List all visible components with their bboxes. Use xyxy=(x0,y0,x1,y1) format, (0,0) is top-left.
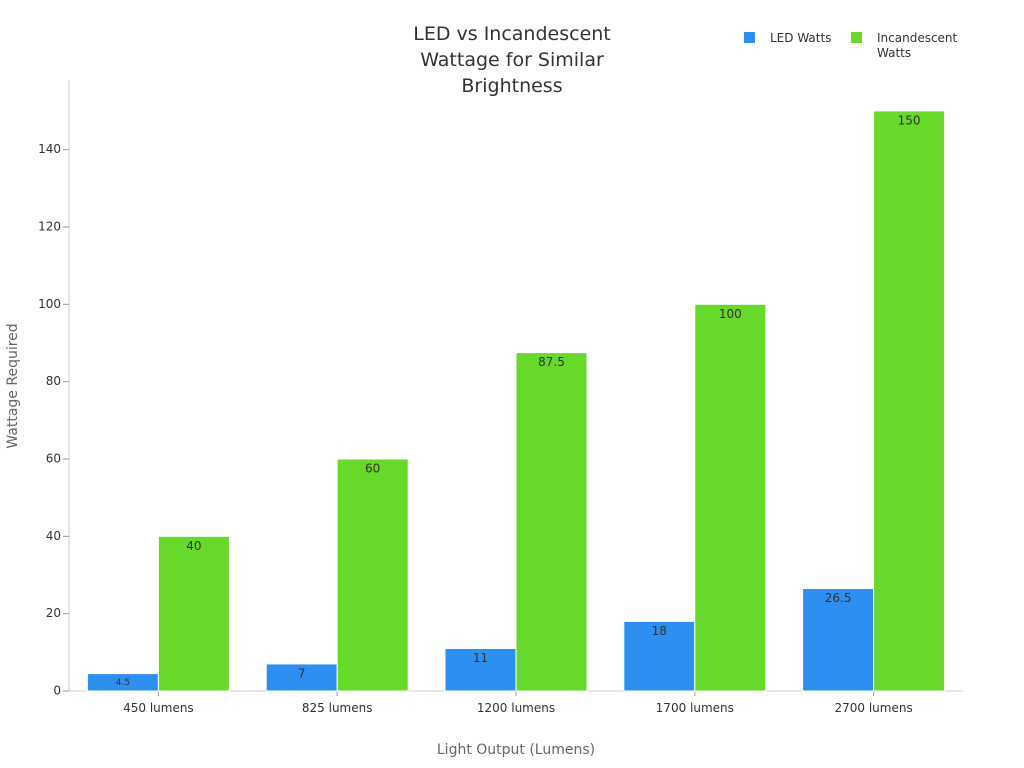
bar xyxy=(623,620,696,692)
y-tick-label: 40 xyxy=(46,529,61,543)
legend-swatch xyxy=(744,32,755,43)
y-tick-label: 0 xyxy=(53,684,61,698)
value-label: 87.5 xyxy=(538,355,565,369)
value-label: 60 xyxy=(365,461,380,475)
y-tick-label: 140 xyxy=(38,142,61,156)
bar xyxy=(873,110,946,692)
value-label: 150 xyxy=(898,113,921,127)
bar xyxy=(694,303,767,692)
chart-title: LED vs Incandescent Wattage for Similar … xyxy=(413,23,611,97)
value-label: 18 xyxy=(652,624,667,638)
y-tick-label: 20 xyxy=(46,606,61,620)
y-tick-label: 100 xyxy=(38,297,61,311)
x-tick-label: 450 lumens xyxy=(123,701,194,715)
y-tick-label: 80 xyxy=(46,374,61,388)
value-label: 100 xyxy=(719,307,742,321)
x-tick-label: 2700 lumens xyxy=(834,701,913,715)
value-label: 4.5 xyxy=(116,678,130,688)
value-label: 7 xyxy=(298,666,306,680)
bar xyxy=(802,588,875,692)
legend-label: Incandescent Watts xyxy=(877,31,958,60)
x-tick-label: 1200 lumens xyxy=(476,701,556,715)
legend-swatch xyxy=(851,32,862,43)
y-tick-label: 60 xyxy=(46,451,61,465)
y-axis-label: Wattage Required xyxy=(5,323,21,448)
x-tick-label: 825 lumens xyxy=(301,701,373,715)
value-label: 11 xyxy=(473,651,488,665)
y-tick-label: 120 xyxy=(38,219,61,233)
bar xyxy=(265,663,338,692)
x-tick-label: 1700 lumens xyxy=(655,701,734,715)
value-label: 40 xyxy=(186,539,201,553)
bar xyxy=(515,352,588,692)
value-label: 26.5 xyxy=(825,591,852,605)
x-axis-label: Light Output (Lumens) xyxy=(437,742,595,758)
bar xyxy=(336,458,409,692)
bar xyxy=(444,647,517,692)
bar xyxy=(157,535,230,692)
legend-label: LED Watts xyxy=(770,31,832,45)
